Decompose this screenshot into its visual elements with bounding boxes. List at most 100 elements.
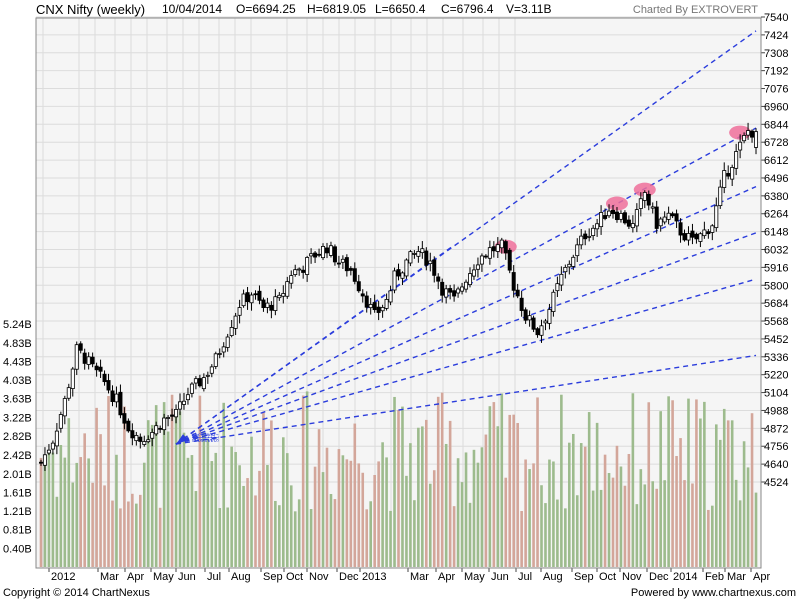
volume-tick-label: 2.82B [3, 431, 32, 443]
volume-bar [484, 434, 488, 567]
volume-bar [246, 478, 249, 567]
volume-bar [111, 500, 114, 567]
volume-bar [254, 495, 257, 567]
candle-body [408, 251, 413, 264]
candle-body [503, 241, 508, 254]
volume-bar [250, 436, 253, 567]
volume-bar [540, 485, 543, 567]
volume-bar [361, 472, 365, 567]
candle-body [618, 213, 623, 220]
volume-bar [679, 438, 682, 567]
candle-body [122, 413, 127, 424]
candle-body [543, 320, 548, 324]
volume-bar [536, 397, 539, 567]
candle-body [535, 328, 540, 336]
candle-body [74, 344, 79, 370]
candle-body [638, 198, 643, 209]
volume-bar [174, 416, 178, 567]
candle-body [750, 130, 755, 138]
volume-bar [639, 469, 643, 567]
candle-body [356, 281, 361, 292]
volume-bar [607, 473, 611, 567]
volume-bar [103, 485, 106, 567]
fan-label: S10 [192, 433, 198, 442]
candle-body [380, 307, 385, 312]
candle-body [237, 307, 242, 316]
volume-bar [413, 500, 416, 567]
candle-body [261, 299, 266, 309]
candle-body [420, 248, 425, 254]
volume-bar [79, 457, 83, 567]
candle-body [233, 315, 238, 329]
volume-tick-label: 1.61B [3, 487, 32, 499]
candle-body [424, 250, 429, 266]
volume-bar [615, 445, 619, 567]
volume-bar [333, 499, 337, 567]
volume-bar [301, 395, 305, 567]
price-tick-label: 6612 [764, 155, 788, 167]
volume-bar [492, 402, 496, 567]
volume-bar [365, 509, 369, 567]
volume-bar [75, 462, 79, 567]
volume-bar [683, 480, 686, 567]
volume-tick-label: 2.01B [3, 469, 32, 481]
volume-bar [345, 459, 349, 567]
candle-body [392, 270, 397, 291]
volume-bar [575, 495, 579, 567]
fan-label: S11 [195, 433, 201, 442]
volume-bar [55, 496, 59, 567]
candle-body [321, 246, 326, 259]
price-tick-label: 5452 [764, 334, 788, 346]
candle-body [201, 377, 206, 390]
price-tick-label: 7540 [764, 12, 788, 24]
volume-bar [278, 505, 281, 567]
time-tick-label: May [153, 571, 174, 583]
candle-body [440, 281, 445, 296]
volume-bar [270, 420, 273, 567]
fan-line [175, 127, 757, 445]
candle-body [607, 210, 612, 217]
volume-bar [448, 420, 452, 567]
candle-body [50, 442, 55, 450]
candle-body [328, 245, 333, 256]
candle-body [376, 306, 381, 313]
volume-bar [532, 463, 535, 567]
volume-readout: V=3.11B [506, 2, 552, 16]
volume-bar [417, 427, 420, 567]
candle-body [718, 186, 723, 207]
candle-body [726, 173, 731, 177]
volume-bar [647, 402, 651, 567]
candle-body [591, 227, 596, 237]
price-tick-label: 6148 [764, 227, 788, 239]
candle-body [332, 246, 337, 263]
volume-bar [150, 424, 154, 567]
volume-bar [599, 489, 603, 567]
candle-body [428, 260, 433, 265]
candle-body [599, 212, 604, 228]
time-tick-label: Jun [178, 571, 196, 583]
volume-bar [552, 461, 555, 567]
candle-body [372, 302, 377, 311]
fan-origin-marker [176, 434, 189, 445]
copyright-text: Copyright © 2014 ChartNexus [3, 587, 150, 599]
volume-bar [385, 457, 388, 567]
volume-bar [67, 418, 71, 567]
volume-bar [432, 470, 436, 567]
candle-body [452, 290, 457, 297]
volume-bar [730, 420, 734, 567]
candle-body [277, 294, 282, 299]
price-tick-label: 7192 [764, 66, 788, 78]
candle-body [273, 296, 278, 311]
time-tick-label: Sep [263, 571, 283, 583]
candle-body [475, 264, 480, 270]
volume-bar [194, 491, 198, 567]
volume-bar [258, 470, 261, 567]
price-tick-label: 4872 [764, 423, 788, 435]
volume-bar [39, 457, 43, 567]
candle-body [301, 269, 306, 273]
candle-body [579, 235, 584, 246]
time-tick-label: Jul [518, 571, 532, 583]
volume-bar [293, 511, 297, 567]
candle-body [491, 246, 496, 252]
candle-body [662, 216, 667, 223]
